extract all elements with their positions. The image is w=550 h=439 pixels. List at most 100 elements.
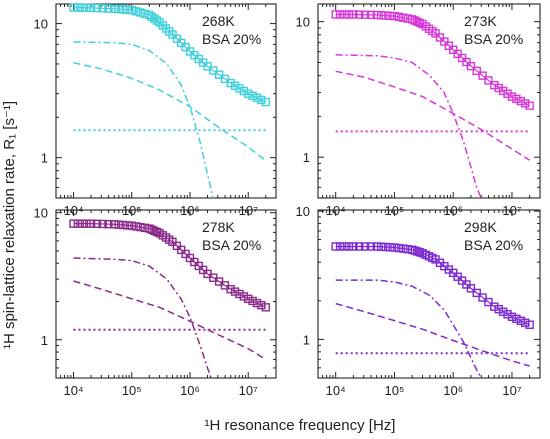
data-point [472,66,481,76]
series-dashdot [73,41,214,199]
panel-title: 298K [464,219,497,235]
data-point [498,307,508,316]
data-point [484,76,493,85]
x-tick-label: 10⁷ [239,383,258,398]
x-tick-label: 10⁵ [122,383,142,398]
plot-frame [55,3,277,199]
plot-frame [317,3,541,199]
series-fit [335,245,530,326]
series-dashdot [335,279,482,379]
data-point [239,86,249,96]
x-tick-label: 10⁷ [502,383,521,398]
data-point [478,71,487,80]
x-tick-label: 10⁴ [326,383,346,398]
data-point [512,94,521,104]
plot-frame [55,209,277,379]
series-dashdot [73,257,212,379]
data-point [525,101,534,110]
y-tick-label: 1 [41,333,48,348]
data-point [507,312,517,321]
data-point [507,92,517,101]
x-axis-label: ¹H resonance frequency [Hz] [205,417,396,434]
data-point [413,247,422,256]
data-point [150,226,159,236]
panel-subtitle: BSA 20% [202,31,261,47]
data-point [235,84,244,93]
panel-3: 10⁴ 10⁵ 10⁶ 10⁷ 1 10 278K BSA 20% [34,206,277,398]
data-point [261,97,270,107]
plot-frame [317,209,541,379]
data-point [226,284,235,294]
x-tick-label: 10⁴ [64,383,84,398]
y-tick-label: 1 [303,332,310,347]
panel-subtitle: BSA 20% [464,237,523,253]
series-dash [335,70,531,161]
data-point [410,246,419,255]
series-fit [73,6,266,103]
panel-title: 268K [202,13,235,29]
series-fit [335,13,530,107]
data-point [512,314,521,323]
series-fit [73,223,266,308]
data-point [177,38,186,48]
data-point [136,8,145,17]
data-point [478,293,487,302]
data-point [516,316,526,325]
data-point [503,310,512,319]
data-point [244,89,253,98]
x-tick-label: 10⁶ [443,383,463,398]
data-point [230,287,240,296]
data-point [521,99,530,108]
series-dashdot [335,54,482,199]
data-point [472,288,481,298]
y-tick-label: 10 [34,206,48,221]
data-point [484,297,493,307]
data-point [415,248,425,257]
y-tick-label: 10 [296,204,310,219]
data-point [252,298,262,308]
panel-title: 273K [464,13,497,29]
y-tick-label: 1 [41,151,48,166]
data-point [466,284,476,293]
data-point [226,78,235,88]
x-tick-label: 10⁶ [180,383,200,398]
y-tick-label: 10 [34,17,48,32]
series-dash [73,280,267,361]
data-point [248,91,257,100]
y-tick-label: 1 [303,150,310,165]
data-point [257,95,266,105]
data-point [516,96,526,106]
data-point [239,292,249,301]
x-tick-label: 10⁵ [385,383,405,398]
data-point [152,16,162,25]
data-point [244,294,253,304]
data-point [490,302,499,311]
data-point [410,16,419,25]
data-point [230,81,240,90]
series-dash [335,302,530,367]
data-point [494,304,503,314]
panel-4: 10⁴ 10⁵ 10⁶ 10⁷ 1 10 298K BSA 20% [296,204,541,398]
data-point [521,318,530,327]
panel-subtitle: BSA 20% [202,237,261,253]
data-point [257,300,266,310]
data-point [248,296,257,306]
data-point [235,289,244,299]
data-point [172,34,182,43]
data-point [466,61,476,71]
data-point [252,93,262,103]
series-dash [73,62,267,162]
data-point [181,42,190,52]
data-point [261,303,270,312]
panel-subtitle: BSA 20% [464,31,523,47]
data-point [168,30,177,39]
y-axis-label: ¹H spin-lattice relaxation rate, R₁ [s⁻¹… [1,101,18,349]
y-tick-label: 10 [296,15,310,30]
data-point [413,17,422,26]
panel-title: 278K [202,219,235,235]
data-point [131,7,141,16]
data-point [525,320,534,329]
